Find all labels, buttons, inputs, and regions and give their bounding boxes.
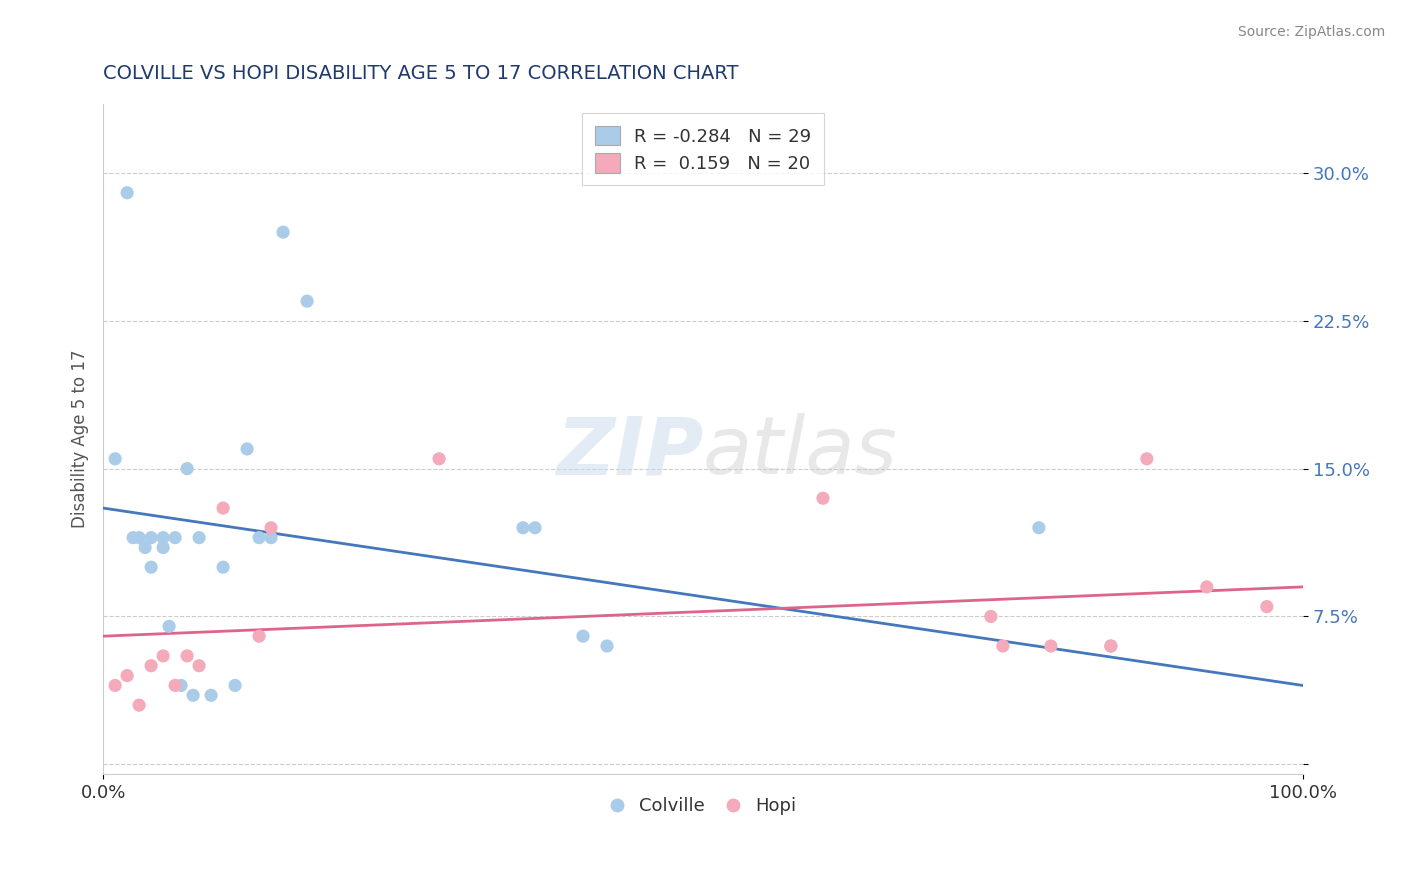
- Text: COLVILLE VS HOPI DISABILITY AGE 5 TO 17 CORRELATION CHART: COLVILLE VS HOPI DISABILITY AGE 5 TO 17 …: [103, 64, 738, 83]
- Point: [139, 658, 162, 673]
- Point: [157, 619, 180, 633]
- Point: [991, 639, 1014, 653]
- Y-axis label: Disability Age 5 to 17: Disability Age 5 to 17: [72, 350, 89, 528]
- Point: [1195, 580, 1218, 594]
- Point: [512, 521, 534, 535]
- Text: atlas: atlas: [703, 414, 897, 491]
- Point: [295, 294, 318, 309]
- Point: [115, 668, 138, 682]
- Point: [1039, 639, 1062, 653]
- Point: [260, 521, 283, 535]
- Point: [1028, 521, 1050, 535]
- Point: [170, 678, 193, 692]
- Point: [152, 541, 174, 555]
- Point: [1136, 451, 1159, 466]
- Point: [572, 629, 595, 643]
- Point: [128, 531, 150, 545]
- Point: [524, 521, 547, 535]
- Point: [236, 442, 259, 456]
- Point: [122, 531, 145, 545]
- Point: [427, 451, 450, 466]
- Point: [271, 225, 294, 239]
- Legend: Colville, Hopi: Colville, Hopi: [603, 789, 803, 822]
- Point: [176, 461, 198, 475]
- Point: [260, 531, 283, 545]
- Point: [188, 531, 211, 545]
- Point: [176, 648, 198, 663]
- Point: [1256, 599, 1278, 614]
- Text: Source: ZipAtlas.com: Source: ZipAtlas.com: [1237, 25, 1385, 39]
- Point: [139, 560, 162, 574]
- Point: [1099, 639, 1122, 653]
- Point: [212, 560, 235, 574]
- Point: [134, 541, 156, 555]
- Point: [104, 678, 127, 692]
- Point: [980, 609, 1002, 624]
- Point: [596, 639, 619, 653]
- Text: ZIP: ZIP: [555, 414, 703, 491]
- Point: [247, 531, 270, 545]
- Point: [181, 688, 204, 702]
- Point: [811, 491, 834, 506]
- Point: [212, 501, 235, 516]
- Point: [1099, 639, 1122, 653]
- Point: [128, 698, 150, 713]
- Point: [247, 629, 270, 643]
- Point: [139, 531, 162, 545]
- Point: [152, 648, 174, 663]
- Point: [165, 678, 187, 692]
- Point: [104, 451, 127, 466]
- Point: [115, 186, 138, 200]
- Point: [224, 678, 246, 692]
- Point: [200, 688, 222, 702]
- Point: [165, 531, 187, 545]
- Point: [152, 531, 174, 545]
- Point: [188, 658, 211, 673]
